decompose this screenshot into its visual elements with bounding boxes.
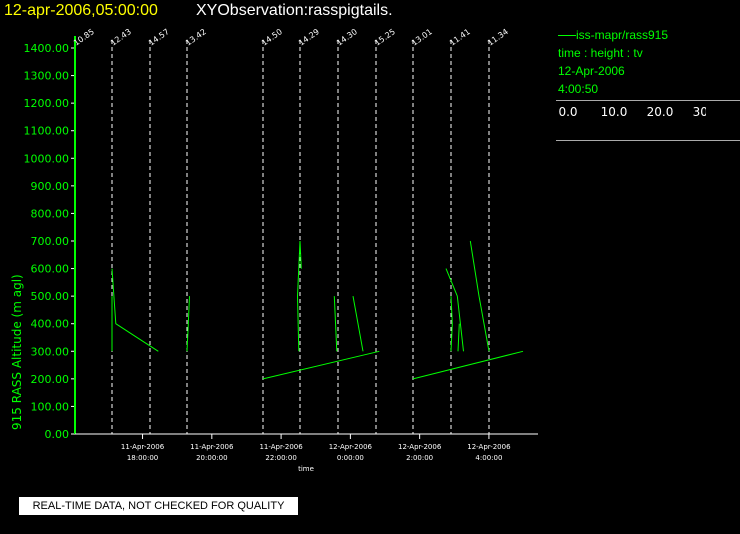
y-tick-label: 1200.00 xyxy=(24,97,70,110)
scale-tick-label: 30.0 xyxy=(693,105,706,118)
legend-line-swatch xyxy=(558,35,576,37)
y-tick-label: 900.00 xyxy=(31,180,70,193)
profile-label: 13.01 xyxy=(410,27,434,48)
x-tick-time: 20:00:00 xyxy=(196,454,227,462)
x-axis: 11-Apr-2006 18:00:00 11-Apr-2006 20:00:00 11… xyxy=(75,433,538,462)
y-tick-label: 1000.00 xyxy=(24,152,70,165)
x-tick-time: 4:00:00 xyxy=(475,454,502,462)
series-segment xyxy=(186,296,190,352)
y-axis: 0.00 100.00 200.00 300.00 400.00 500.00 600.00… xyxy=(24,36,76,441)
legend-divider-bottom xyxy=(556,140,740,141)
series-segment xyxy=(412,350,524,380)
profile-label: 15.25 xyxy=(373,27,397,48)
y-axis-label: 915 RASS Altitude (m agl) xyxy=(10,274,24,430)
x-tick-time: 2:00:00 xyxy=(406,454,433,462)
legend-date: 12-Apr-2006 xyxy=(558,64,625,78)
x-tick-time: 22:00:00 xyxy=(265,454,296,462)
series-segment xyxy=(457,323,460,352)
legend-divider xyxy=(556,100,740,101)
legend-time: 4:00:50 xyxy=(558,82,599,96)
observation-datetime: 12-apr-2006,05:00:00 xyxy=(4,2,158,19)
y-tick-label: 700.00 xyxy=(31,235,70,248)
series-segment xyxy=(450,296,453,352)
y-tick-label: 300.00 xyxy=(31,345,70,358)
profile-label: 14.29 xyxy=(297,27,321,48)
profile-label: 12.43 xyxy=(109,27,133,48)
profile-label: 14.30 xyxy=(335,27,359,48)
y-tick-label: 1400.00 xyxy=(24,42,70,55)
profile-label: 11.41 xyxy=(448,27,472,48)
y-tick-label: 1300.00 xyxy=(24,70,70,83)
y-tick-label: 500.00 xyxy=(31,290,70,303)
y-tick-label: 100.00 xyxy=(31,400,70,413)
series-segment xyxy=(296,240,302,352)
y-tick-label: 200.00 xyxy=(31,373,70,386)
series-segment xyxy=(352,296,364,352)
y-tick-label: 400.00 xyxy=(31,318,70,331)
profile-label: 14.50 xyxy=(260,27,284,48)
y-tick-label: 800.00 xyxy=(31,207,70,220)
profile-label: 10.85 xyxy=(72,27,96,48)
legend-variables: time : height : tv xyxy=(558,46,643,60)
quality-disclaimer: REAL-TIME DATA, NOT CHECKED FOR QUALITY xyxy=(19,497,298,515)
scale-tick-label: 10.0 xyxy=(601,105,628,118)
tv-scale: 0.010.020.030.0tv xyxy=(558,105,706,118)
x-axis-label: time xyxy=(298,465,314,473)
x-tick-date: 12-Apr-2006 xyxy=(467,443,511,451)
series-segment xyxy=(262,350,380,380)
legend-series-name: iss-mapr/rass915 xyxy=(576,28,669,42)
y-tick-label: 0.00 xyxy=(45,428,70,441)
x-tick-date: 11-Apr-2006 xyxy=(121,443,165,451)
profile-lines: 10.85 12.43 14.57 13.42 14.50 14.29 14.30 15.25… xyxy=(72,27,510,434)
y-tick-label: 1100.00 xyxy=(24,125,70,138)
x-tick-date: 11-Apr-2006 xyxy=(190,443,234,451)
observation-title: XYObservation:rasspigtails. xyxy=(196,2,393,19)
x-tick-time: 18:00:00 xyxy=(127,454,158,462)
x-tick-date: 12-Apr-2006 xyxy=(398,443,442,451)
profile-label: 14.57 xyxy=(147,27,171,48)
series-segment xyxy=(469,240,490,352)
profile-label: 11.34 xyxy=(486,27,510,48)
x-tick-date: 11-Apr-2006 xyxy=(259,443,303,451)
series-segment xyxy=(111,268,159,352)
y-tick-label: 600.00 xyxy=(31,263,70,276)
legend-series-entry: iss-mapr/rass915 xyxy=(558,28,668,42)
series-segment xyxy=(445,268,464,352)
x-tick-date: 12-Apr-2006 xyxy=(329,443,373,451)
series-segment xyxy=(333,296,338,352)
scale-tick-label: 20.0 xyxy=(647,105,674,118)
profile-label: 13.42 xyxy=(184,27,208,48)
x-tick-time: 0:00:00 xyxy=(337,454,364,462)
series-lines xyxy=(111,240,524,380)
scale-tick-label: 0.0 xyxy=(558,105,577,118)
